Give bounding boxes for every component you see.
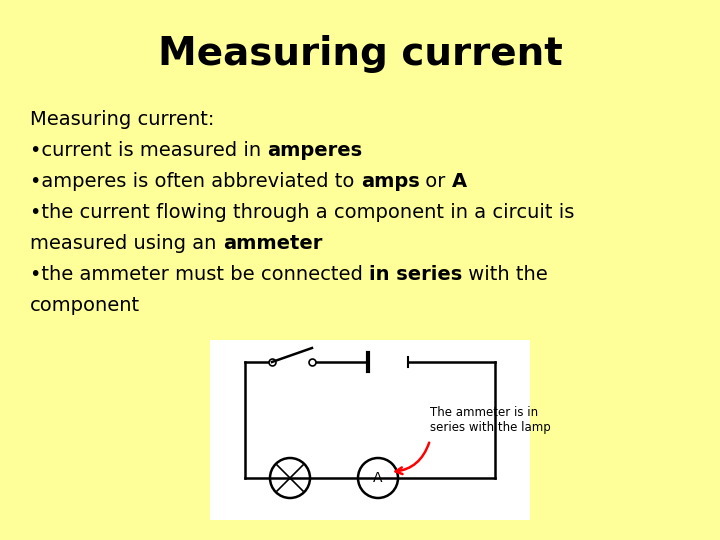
Text: Measuring current: Measuring current [158,35,562,73]
Text: A: A [373,471,383,485]
Text: amperes: amperes [267,141,362,160]
Text: amps: amps [361,172,419,191]
FancyBboxPatch shape [210,340,530,520]
Text: measured using an: measured using an [30,234,222,253]
Text: ammeter: ammeter [222,234,322,253]
Text: •the ammeter must be connected: •the ammeter must be connected [30,265,369,284]
Text: or: or [419,172,452,191]
Text: in series: in series [369,265,462,284]
Text: A: A [452,172,467,191]
FancyArrowPatch shape [395,443,429,474]
Text: with the: with the [462,265,548,284]
Text: •the current flowing through a component in a circuit is: •the current flowing through a component… [30,203,575,222]
Text: component: component [30,296,140,315]
Text: The ammeter is in
series with the lamp: The ammeter is in series with the lamp [430,406,551,434]
Text: Measuring current:: Measuring current: [30,110,215,129]
Text: •current is measured in: •current is measured in [30,141,267,160]
Text: •amperes is often abbreviated to: •amperes is often abbreviated to [30,172,361,191]
